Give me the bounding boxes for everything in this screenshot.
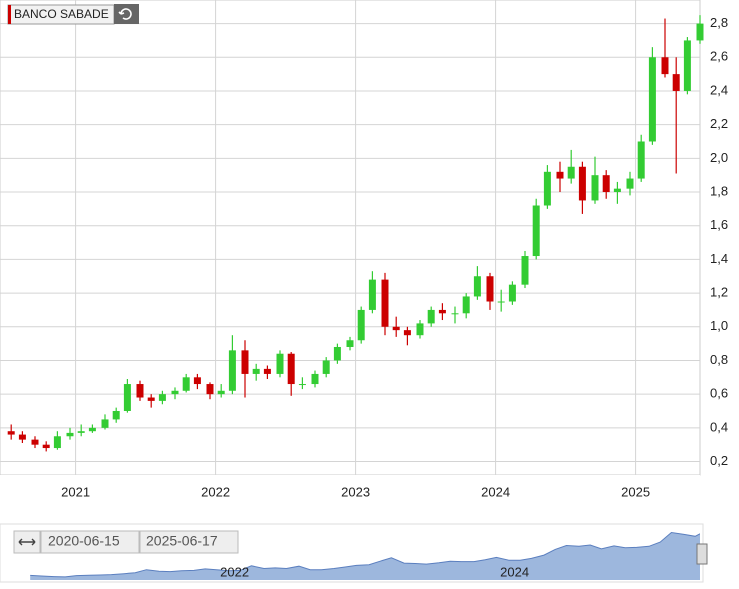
candle-body <box>473 276 481 297</box>
candle-body <box>311 373 319 385</box>
candle-body <box>158 394 166 401</box>
candle-body <box>543 171 551 206</box>
y-tick-label: 0,8 <box>710 352 728 367</box>
candle-body <box>42 444 50 449</box>
candle-body <box>357 309 365 341</box>
candle-body <box>368 279 376 310</box>
y-tick-label: 2,6 <box>710 49 728 64</box>
candle-body <box>77 431 85 433</box>
start-date-input[interactable] <box>40 530 140 554</box>
candle-body <box>683 40 691 91</box>
candle-body <box>567 166 575 179</box>
candle-body <box>521 256 529 285</box>
y-tick-label: 2,0 <box>710 150 728 165</box>
navigator-tick-label: 2024 <box>500 564 529 579</box>
end-date: 2025-06-17 <box>146 533 218 549</box>
candle-body <box>486 276 494 302</box>
candle-body <box>287 353 295 385</box>
candle-body <box>438 309 446 314</box>
y-tick-label: 1,2 <box>710 285 728 300</box>
candle-body <box>322 360 330 374</box>
candle-body <box>602 175 610 193</box>
candle-body <box>591 175 599 201</box>
y-tick-label: 0,4 <box>710 419 728 434</box>
navigator: 2020-06-15 2025-06-17 <box>0 523 708 583</box>
candle-body <box>193 377 201 385</box>
candle-body <box>298 384 306 386</box>
candle-body <box>88 427 96 432</box>
y-tick-label: 0,6 <box>710 386 728 401</box>
candle-body <box>403 330 411 336</box>
candle-body <box>532 205 540 257</box>
candle-body <box>206 384 214 395</box>
y-tick-label: 1,4 <box>710 251 728 266</box>
range-handle[interactable] <box>696 543 708 565</box>
candle-body <box>333 346 341 361</box>
candle-body <box>648 57 656 142</box>
candle-body <box>672 74 680 91</box>
candle-body <box>182 377 190 391</box>
candle-body <box>252 368 260 374</box>
candle-body <box>381 279 389 327</box>
y-tick-label: 1,0 <box>710 318 728 333</box>
candle-body <box>508 284 516 302</box>
x-tick-label: 2023 <box>341 484 370 499</box>
candles <box>7 15 704 452</box>
candle-body <box>696 23 704 41</box>
candle-body <box>147 397 155 401</box>
candle-body <box>637 141 645 179</box>
candle-body <box>112 410 120 420</box>
navigator-area <box>30 532 700 580</box>
candle-body <box>416 323 424 336</box>
navigator-line <box>30 531 700 578</box>
candle-body <box>241 350 249 374</box>
candle-body <box>613 188 621 193</box>
candle-body <box>462 296 470 314</box>
candle-body <box>276 353 284 374</box>
candle-body <box>53 436 61 449</box>
y-tick-label: 1,8 <box>710 183 728 198</box>
x-tick-label: 2022 <box>201 484 230 499</box>
y-tick-label: 2,2 <box>710 116 728 131</box>
candle-body <box>263 368 271 374</box>
chart-title: BANCO SABADE <box>14 7 109 21</box>
candle-body <box>123 384 131 411</box>
candle-body <box>451 313 459 315</box>
candle-body <box>217 390 225 395</box>
candle-body <box>661 57 669 75</box>
candle-body <box>31 439 39 445</box>
start-date: 2020-06-15 <box>48 533 120 549</box>
x-tick-label: 2024 <box>481 484 510 499</box>
candle-body <box>228 350 236 391</box>
y-tick-label: 2,4 <box>710 82 728 97</box>
navigator-tick-label: 2022 <box>220 564 249 579</box>
plot-area <box>0 0 701 476</box>
candle-body <box>578 166 586 201</box>
refresh-button[interactable] <box>114 4 139 24</box>
y-tick-label: 2,8 <box>710 15 728 30</box>
candle-body <box>392 326 400 331</box>
candle-body <box>346 340 354 347</box>
candle-body <box>66 432 74 437</box>
candle-body <box>427 309 435 324</box>
candle-body <box>626 178 634 189</box>
candle-body <box>136 384 144 398</box>
candle-body <box>18 434 26 440</box>
x-tick-label: 2021 <box>61 484 90 499</box>
end-date-input[interactable] <box>139 530 239 554</box>
x-tick-label: 2025 <box>621 484 650 499</box>
candle-body <box>101 419 109 428</box>
y-tick-label: 1,6 <box>710 217 728 232</box>
candle-body <box>497 301 505 303</box>
candle-body <box>7 431 15 435</box>
y-tick-label: 0,2 <box>710 453 728 468</box>
candle-body <box>171 390 179 395</box>
grid <box>0 0 700 475</box>
candle-body <box>556 171 564 179</box>
title-box: BANCO SABADE <box>7 4 139 25</box>
